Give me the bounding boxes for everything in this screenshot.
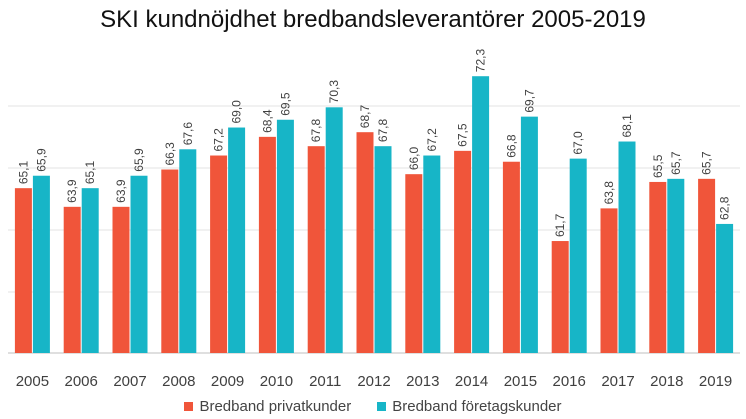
x-axis: 2005 2006 2007 2008 2009 2010 2011 2012 2013 2014… bbox=[16, 373, 733, 390]
data-label: 65,7 bbox=[669, 151, 683, 175]
x-tick-label: 2015 bbox=[504, 373, 537, 390]
data-label: 65,1 bbox=[83, 160, 97, 184]
x-tick-label: 2019 bbox=[699, 373, 732, 390]
data-label: 65,9 bbox=[132, 148, 146, 172]
data-label: 65,1 bbox=[16, 160, 30, 184]
bar-foretagskunder-2005 bbox=[32, 175, 50, 353]
legend-item-privatkunder: Bredband privatkunder bbox=[184, 398, 351, 415]
legend-swatch-foretagskunder bbox=[377, 402, 387, 411]
bar-foretagskunder-2012 bbox=[374, 146, 392, 353]
data-label: 63,8 bbox=[602, 181, 616, 205]
x-tick-label: 2010 bbox=[260, 373, 293, 390]
x-tick-label: 2011 bbox=[309, 373, 341, 390]
bar-foretagskunder-2015 bbox=[520, 116, 538, 353]
x-tick-label: 2016 bbox=[553, 373, 586, 390]
x-tick-label: 2007 bbox=[113, 373, 146, 390]
bar-privatkunder-2011 bbox=[307, 146, 325, 353]
data-label: 67,2 bbox=[425, 128, 439, 152]
data-label: 65,9 bbox=[34, 148, 48, 172]
data-labels: 65,1 65,9 63,9 65,1 63,9 65,9 66,3 67,6 67,2 69,0… bbox=[16, 49, 731, 238]
bar-foretagskunder-2007 bbox=[130, 175, 148, 353]
data-label: 67,0 bbox=[571, 131, 585, 155]
bar-foretagskunder-2018 bbox=[667, 178, 685, 353]
bar-foretagskunder-2011 bbox=[325, 107, 343, 353]
legend: Bredband privatkunder Bredband företagsk… bbox=[0, 398, 746, 415]
data-label: 67,2 bbox=[212, 128, 226, 152]
bar-foretagskunder-2014 bbox=[472, 76, 490, 354]
x-tick-label: 2018 bbox=[650, 373, 683, 390]
x-tick-label: 2005 bbox=[16, 373, 49, 390]
bar-privatkunder-2018 bbox=[649, 181, 667, 353]
data-label: 66,0 bbox=[407, 146, 421, 170]
x-tick-label: 2017 bbox=[601, 373, 634, 390]
data-label: 61,7 bbox=[553, 213, 567, 237]
bar-foretagskunder-2009 bbox=[228, 127, 246, 354]
gridlines bbox=[8, 105, 740, 354]
x-tick-label: 2012 bbox=[357, 373, 390, 390]
data-label: 65,7 bbox=[700, 151, 714, 175]
data-label: 65,5 bbox=[651, 154, 665, 178]
data-label: 67,8 bbox=[376, 119, 390, 143]
data-label: 62,8 bbox=[718, 196, 732, 220]
bar-privatkunder-2014 bbox=[454, 150, 472, 353]
bar-privatkunder-2017 bbox=[600, 208, 618, 353]
data-label: 66,8 bbox=[504, 134, 518, 158]
data-label: 69,7 bbox=[522, 89, 536, 113]
x-tick-label: 2009 bbox=[211, 373, 244, 390]
data-label: 69,0 bbox=[230, 100, 244, 124]
data-label: 63,9 bbox=[114, 179, 128, 203]
legend-label-foretagskunder: Bredband företagskunder bbox=[392, 398, 562, 415]
data-label: 68,1 bbox=[620, 114, 634, 138]
data-label: 67,8 bbox=[309, 119, 323, 143]
chart-title: SKI kundnöjdhet bredbandsleverantörer 20… bbox=[100, 6, 646, 33]
x-tick-label: 2014 bbox=[455, 373, 488, 390]
bars bbox=[14, 76, 734, 354]
bar-foretagskunder-2013 bbox=[423, 155, 441, 353]
bar-foretagskunder-2016 bbox=[569, 158, 587, 353]
bar-privatkunder-2015 bbox=[502, 161, 520, 353]
data-label: 67,5 bbox=[456, 123, 470, 147]
data-label: 63,9 bbox=[65, 179, 79, 203]
bar-privatkunder-2019 bbox=[698, 178, 716, 353]
data-label: 68,4 bbox=[260, 109, 274, 133]
data-label: 72,3 bbox=[474, 49, 488, 73]
x-tick-label: 2006 bbox=[65, 373, 98, 390]
data-label: 66,3 bbox=[163, 142, 177, 166]
bar-foretagskunder-2017 bbox=[618, 141, 636, 353]
bar-privatkunder-2009 bbox=[210, 155, 228, 353]
bar-privatkunder-2016 bbox=[551, 241, 569, 353]
x-tick-label: 2008 bbox=[162, 373, 195, 390]
bar-privatkunder-2010 bbox=[258, 136, 276, 353]
bar-privatkunder-2005 bbox=[14, 188, 32, 353]
bar-foretagskunder-2006 bbox=[81, 188, 99, 353]
data-label: 69,5 bbox=[278, 92, 292, 116]
bar-foretagskunder-2010 bbox=[276, 119, 294, 353]
bar-privatkunder-2013 bbox=[405, 174, 423, 353]
data-label: 67,6 bbox=[181, 122, 195, 146]
x-tick-label: 2013 bbox=[406, 373, 439, 390]
bar-privatkunder-2012 bbox=[356, 132, 374, 353]
legend-item-foretagskunder: Bredband företagskunder bbox=[377, 398, 562, 415]
bar-privatkunder-2007 bbox=[112, 206, 130, 353]
data-label: 70,3 bbox=[327, 80, 341, 104]
bar-privatkunder-2006 bbox=[63, 206, 81, 353]
bar-privatkunder-2008 bbox=[161, 169, 179, 353]
bar-foretagskunder-2019 bbox=[716, 223, 734, 353]
data-label: 68,7 bbox=[358, 105, 372, 129]
legend-label-privatkunder: Bredband privatkunder bbox=[199, 398, 352, 415]
bar-foretagskunder-2008 bbox=[179, 149, 197, 353]
legend-swatch-privatkunder bbox=[184, 402, 194, 411]
